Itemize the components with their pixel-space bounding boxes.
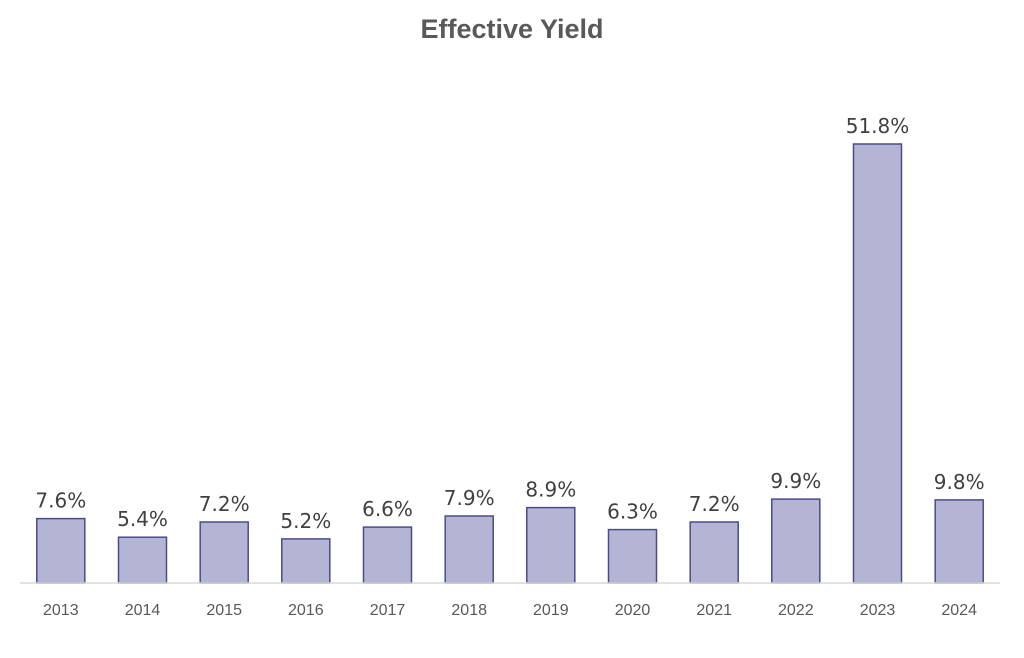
bar-2016 bbox=[281, 538, 331, 584]
x-tick-label-2016: 2016 bbox=[288, 602, 324, 619]
bar-2020 bbox=[607, 528, 658, 584]
data-label-2022: 9.9% bbox=[770, 469, 821, 493]
data-label-2024: 9.8% bbox=[934, 470, 985, 494]
x-tick-labels-group: 2013 2014 2015 2016 2017 2018 2019 2020 2021 2022… bbox=[43, 602, 977, 619]
bar-2014 bbox=[117, 536, 168, 584]
data-label-2018: 7.9% bbox=[444, 486, 495, 510]
chart-title: Effective Yield bbox=[420, 14, 604, 44]
bar-2024 bbox=[934, 499, 984, 584]
data-label-2023: 51.8% bbox=[846, 114, 910, 138]
data-labels-group: 7.6% 5.4% 7.2% 5.2% 6.6% 7.9% 8.9% 6.3% 7.2% 9.9%… bbox=[35, 114, 984, 533]
bar-2023 bbox=[852, 143, 903, 584]
bar-2021 bbox=[689, 521, 739, 584]
data-label-2019: 8.9% bbox=[525, 478, 576, 502]
data-label-2017: 6.6% bbox=[362, 497, 413, 521]
bar-2017 bbox=[362, 526, 413, 584]
bar-2019 bbox=[526, 506, 576, 584]
bar-2015 bbox=[199, 521, 249, 584]
x-tick-label-2024: 2024 bbox=[941, 602, 977, 619]
data-label-2016: 5.2% bbox=[280, 509, 331, 533]
data-label-2013: 7.6% bbox=[35, 489, 86, 513]
bar-2022 bbox=[771, 498, 821, 584]
bar-2013 bbox=[36, 517, 86, 584]
bars-group bbox=[36, 143, 984, 584]
x-tick-label-2018: 2018 bbox=[451, 602, 487, 619]
x-tick-label-2015: 2015 bbox=[206, 602, 242, 619]
data-label-2021: 7.2% bbox=[689, 492, 740, 516]
data-label-2014: 5.4% bbox=[117, 507, 168, 531]
x-tick-label-2021: 2021 bbox=[696, 602, 732, 619]
x-tick-label-2022: 2022 bbox=[778, 602, 814, 619]
x-tick-label-2019: 2019 bbox=[533, 602, 569, 619]
x-tick-label-2017: 2017 bbox=[370, 602, 406, 619]
data-label-2020: 6.3% bbox=[607, 500, 658, 524]
x-tick-label-2020: 2020 bbox=[615, 602, 651, 619]
x-tick-label-2013: 2013 bbox=[43, 602, 79, 619]
bar-2018 bbox=[444, 515, 494, 584]
x-tick-label-2014: 2014 bbox=[125, 602, 161, 619]
data-label-2015: 7.2% bbox=[199, 492, 250, 516]
x-tick-label-2023: 2023 bbox=[860, 602, 896, 619]
